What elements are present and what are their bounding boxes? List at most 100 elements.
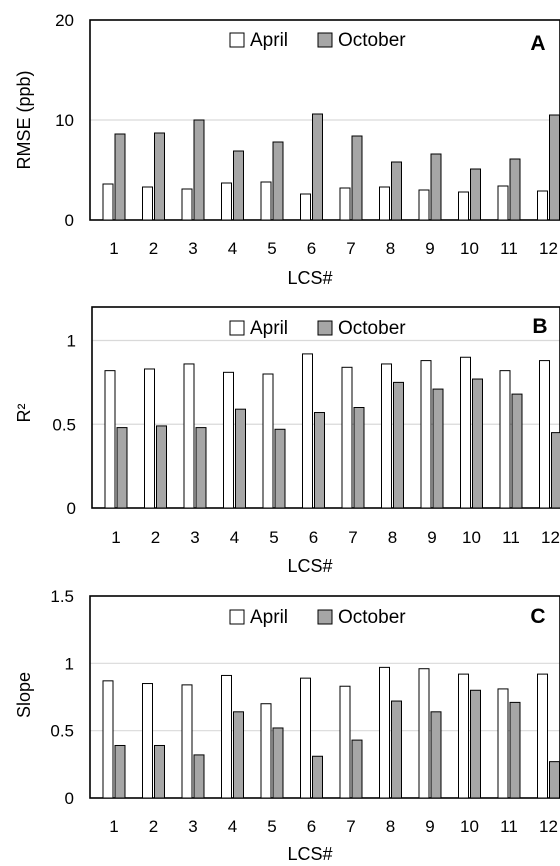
legend: April October — [229, 607, 406, 628]
bar-october-9 — [432, 388, 444, 509]
x-tick-label: 3 — [190, 528, 199, 547]
x-axis-label: LCS# — [287, 556, 332, 576]
bar-april-1 — [102, 680, 114, 799]
panel-label: A — [530, 32, 545, 55]
x-tick-label: 7 — [346, 239, 355, 258]
legend-swatch-october — [317, 320, 333, 336]
bar-april-5 — [260, 703, 272, 799]
bar-october-3 — [193, 119, 205, 221]
bar-april-3 — [181, 684, 193, 799]
x-tick-label: 9 — [425, 817, 434, 836]
bar-april-3 — [181, 188, 193, 221]
y-tick-label: 0 — [65, 211, 74, 230]
x-tick-label: 2 — [151, 528, 160, 547]
x-tick-label: 7 — [348, 528, 357, 547]
bar-october-9 — [430, 153, 442, 221]
y-tick-label: 1 — [65, 654, 74, 673]
bar-october-6 — [314, 412, 325, 509]
legend-swatch-october — [317, 32, 333, 48]
x-tick-label: 6 — [307, 817, 316, 836]
x-tick-label: 11 — [502, 528, 520, 547]
bar-october-5 — [274, 428, 286, 509]
bar-april-12 — [537, 673, 548, 799]
bar-october-5 — [272, 727, 284, 799]
x-tick-label: 2 — [149, 239, 158, 258]
bar-april-11 — [497, 688, 509, 799]
bar-october-1 — [114, 133, 126, 221]
bar-april-6 — [300, 677, 311, 799]
bar-october-3 — [195, 427, 207, 509]
legend-label-october: October — [338, 607, 406, 628]
bar-april-5 — [262, 373, 274, 509]
x-tick-label: 5 — [267, 817, 276, 836]
x-axis-label: LCS# — [287, 268, 332, 288]
bar-october-7 — [351, 135, 363, 221]
bar-october-1 — [114, 744, 126, 799]
bar-april-4 — [221, 674, 232, 799]
x-tick-label: 5 — [269, 528, 278, 547]
x-tick-label: 8 — [386, 817, 395, 836]
x-tick-label: 10 — [462, 528, 481, 547]
bar-october-4 — [233, 711, 244, 799]
bar-april-2 — [144, 368, 155, 509]
bar-april-10 — [458, 673, 469, 799]
bar-april-7 — [339, 685, 351, 799]
bar-october-4 — [235, 408, 246, 509]
plot-area — [89, 19, 560, 221]
bar-october-7 — [353, 407, 365, 509]
legend-swatch-april — [229, 32, 245, 48]
y-axis-label: Slope — [14, 672, 34, 718]
plot-area — [89, 595, 560, 799]
x-tick-label: 12 — [539, 239, 558, 258]
panel-label: C — [530, 605, 545, 628]
bar-april-10 — [460, 356, 471, 509]
bar-october-10 — [470, 168, 481, 221]
x-tick-label: 8 — [386, 239, 395, 258]
bar-october-12 — [549, 761, 560, 799]
x-tick-label: 1 — [111, 528, 120, 547]
bar-april-2 — [142, 683, 153, 799]
bar-april-12 — [537, 190, 548, 221]
legend: April October — [229, 318, 406, 339]
y-tick-label: 0 — [67, 499, 76, 518]
bar-october-11 — [509, 701, 521, 799]
bar-october-8 — [393, 381, 404, 509]
bar-october-12 — [551, 432, 560, 509]
legend: April October — [229, 30, 406, 51]
y-tick-label: 20 — [55, 11, 74, 30]
bar-april-4 — [223, 371, 234, 509]
legend-swatch-april — [229, 320, 245, 336]
x-tick-label: 6 — [309, 528, 318, 547]
legend-label-october: October — [338, 30, 406, 51]
bar-april-1 — [104, 370, 116, 509]
panel-label: B — [532, 315, 547, 338]
legend-label-april: April — [250, 607, 288, 628]
x-tick-label: 10 — [460, 817, 479, 836]
x-tick-label: 9 — [427, 528, 436, 547]
bar-october-12 — [549, 114, 560, 221]
x-tick-label: 1 — [109, 239, 118, 258]
bar-october-1 — [116, 427, 128, 509]
bar-october-3 — [193, 754, 205, 799]
bar-april-4 — [221, 182, 232, 221]
x-tick-label: 2 — [149, 817, 158, 836]
bar-october-5 — [272, 141, 284, 221]
legend-label-april: April — [250, 318, 288, 339]
x-tick-label: 12 — [539, 817, 558, 836]
legend-swatch-october — [317, 609, 333, 625]
bar-october-6 — [312, 113, 323, 221]
bar-october-9 — [430, 711, 442, 799]
bar-october-11 — [509, 158, 521, 221]
y-tick-label: 0.5 — [52, 415, 76, 434]
bar-october-8 — [391, 161, 402, 221]
y-tick-label: 0.5 — [50, 722, 74, 741]
y-tick-label: 0 — [65, 789, 74, 808]
x-tick-label: 11 — [500, 817, 518, 836]
x-tick-label: 4 — [228, 817, 237, 836]
bar-october-2 — [156, 425, 167, 509]
x-tick-label: 5 — [267, 239, 276, 258]
